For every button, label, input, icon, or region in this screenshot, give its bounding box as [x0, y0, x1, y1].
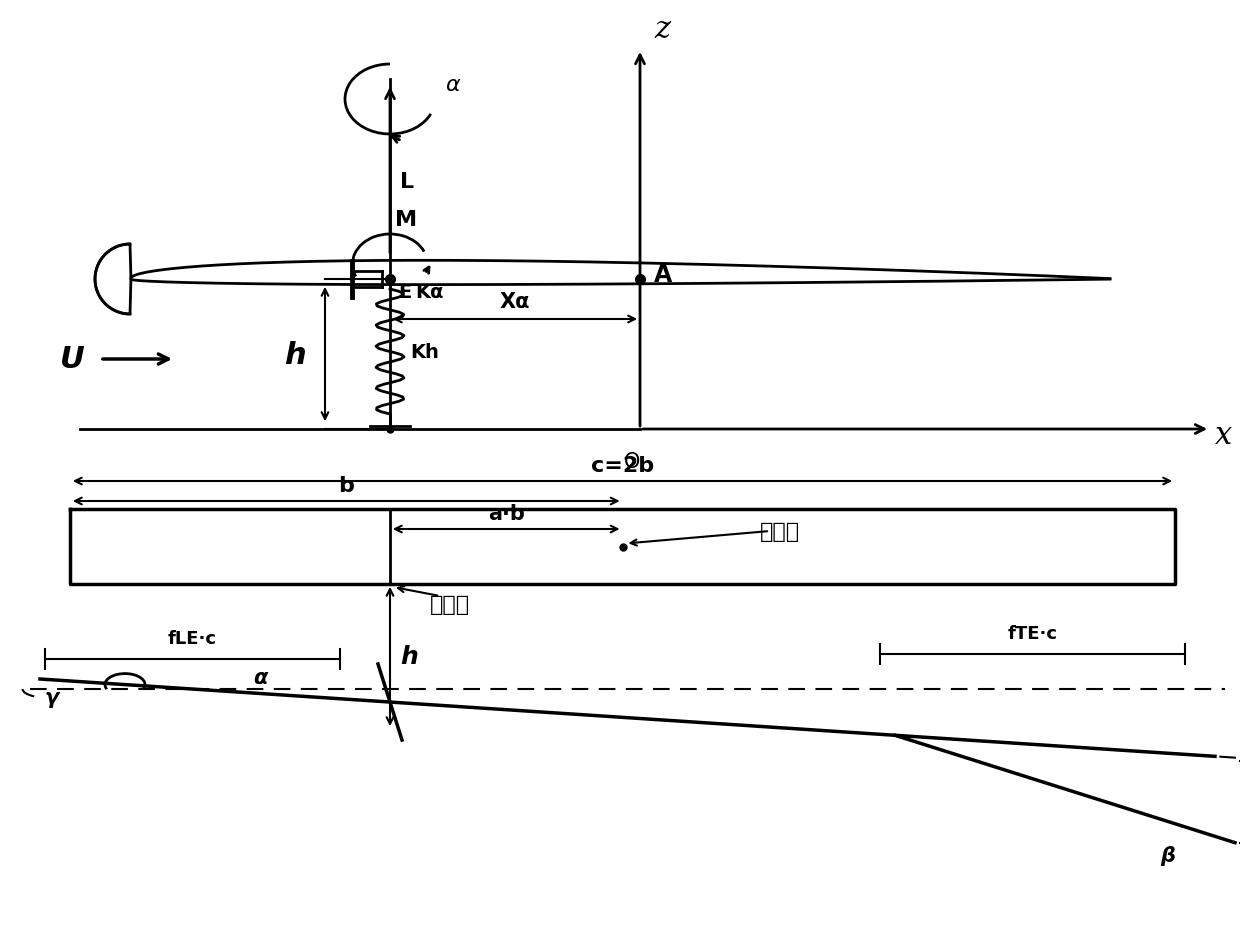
- Text: α: α: [253, 667, 267, 687]
- Text: b: b: [339, 476, 355, 496]
- Text: fTE·c: fTE·c: [1007, 624, 1058, 642]
- Text: Kα: Kα: [415, 282, 444, 302]
- Text: h: h: [401, 645, 418, 668]
- Text: a·b: a·b: [487, 503, 525, 523]
- Text: h: h: [284, 340, 306, 369]
- Text: O: O: [624, 451, 640, 471]
- Text: A: A: [653, 262, 672, 287]
- Text: γ: γ: [45, 687, 60, 707]
- Text: x: x: [1215, 419, 1233, 450]
- Text: Xα: Xα: [500, 292, 531, 312]
- Text: z: z: [653, 14, 670, 45]
- Text: M: M: [396, 210, 417, 229]
- Text: E: E: [398, 282, 412, 302]
- Text: 弹性轴: 弹性轴: [430, 595, 470, 615]
- Text: fLE·c: fLE·c: [167, 630, 217, 648]
- Text: β: β: [1161, 845, 1176, 865]
- Text: Kh: Kh: [410, 343, 439, 362]
- Text: 弦中点: 弦中点: [760, 521, 800, 542]
- Text: c=2b: c=2b: [591, 456, 653, 476]
- Text: α: α: [445, 75, 460, 95]
- Text: U: U: [60, 346, 84, 374]
- Text: L: L: [401, 172, 414, 192]
